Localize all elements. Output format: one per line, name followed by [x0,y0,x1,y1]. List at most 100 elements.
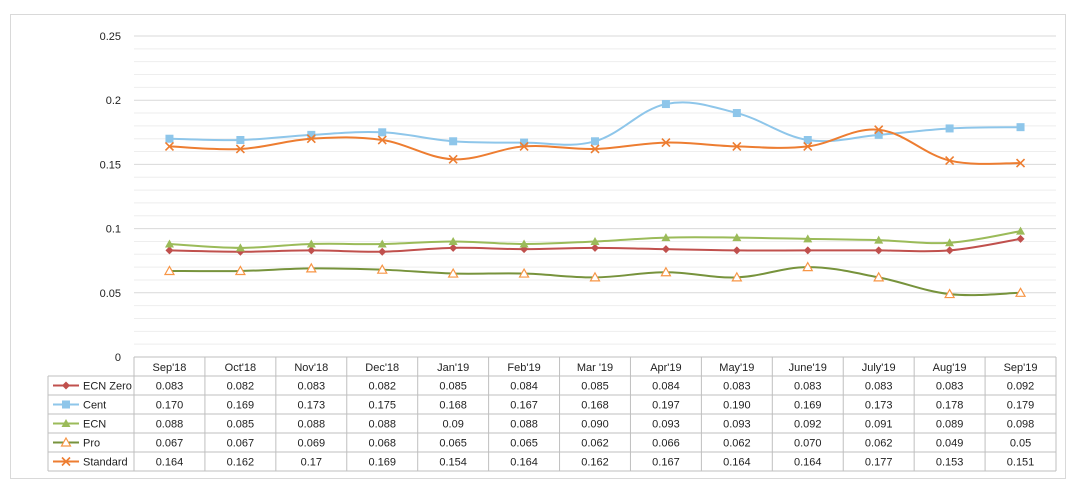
data-label: 0.098 [1007,419,1035,431]
data-label: 0.164 [156,457,184,469]
data-label: 0.069 [298,438,326,450]
data-label: 0.067 [156,438,184,450]
data-label: 0.085 [227,419,255,431]
data-label: 0.092 [794,419,822,431]
x-category-label: Feb'19 [507,362,540,374]
diamond-marker [803,246,812,255]
data-label: 0.093 [652,419,680,431]
x-marker [590,144,600,154]
x-category-label: Nov'18 [294,362,328,374]
open-triangle-marker [376,263,388,274]
data-label: 0.154 [439,457,467,469]
triangle-marker [732,233,742,242]
data-label: 0.164 [794,457,822,469]
x-marker [519,141,529,151]
data-label: 0.092 [1007,381,1035,393]
series-ecn [164,226,1026,252]
open-triangle-marker [60,436,72,447]
open-triangle-marker [731,271,743,282]
data-label: 0.090 [581,419,609,431]
diamond-marker [449,243,458,252]
x-marker [732,141,742,151]
x-marker [1015,158,1026,168]
data-label: 0.169 [227,400,255,412]
x-category-label: Sep'19 [1004,362,1038,374]
y-tick-label: 0.25 [100,31,121,43]
open-triangle-marker [1015,287,1027,297]
data-label: 0.17 [301,457,322,469]
x-marker [874,125,884,135]
legend-key-ecn-zero [53,381,79,390]
data-label: 0.088 [156,419,184,431]
x-marker [306,134,316,144]
x-category-label: Jan'19 [437,362,469,374]
y-tick-label: 0.1 [106,224,121,236]
series-line-standard [169,128,1021,165]
open-triangle-marker [234,265,246,276]
triangle-marker [306,239,316,248]
triangle-marker [874,235,884,244]
diamond-marker [165,246,174,255]
data-label: 0.153 [936,457,964,469]
data-label: 0.088 [298,419,326,431]
triangle-marker [164,239,174,248]
y-tick-label: 0.15 [100,159,121,171]
series-pro [163,261,1027,299]
legend-label-cent: Cent [83,400,106,412]
data-label: 0.083 [794,381,822,393]
square-marker [803,136,812,145]
triangle-marker [803,234,813,243]
triangle-marker [377,239,387,248]
data-label: 0.167 [652,457,680,469]
data-label: 0.151 [1007,457,1035,469]
data-label: 0.067 [227,438,255,450]
open-triangle-marker [802,261,814,272]
triangle-marker [448,236,458,245]
square-marker [591,137,599,146]
data-label: 0.065 [439,438,467,450]
x-category-label: Mar '19 [577,362,613,374]
data-label: 0.065 [510,438,538,450]
data-label: 0.083 [936,381,964,393]
data-label: 0.084 [652,381,680,393]
data-label: 0.09 [442,419,463,431]
legend-label-ecn: ECN [83,419,106,431]
legend-label-standard: Standard [83,457,128,469]
square-marker [1016,123,1025,132]
data-label: 0.088 [368,419,396,431]
data-label: 0.062 [723,438,751,450]
open-triangle-marker [447,267,459,278]
triangle-marker [1016,226,1026,235]
data-label: 0.093 [723,419,751,431]
open-triangle-marker [589,271,601,282]
diamond-marker [732,246,741,255]
data-label: 0.164 [510,457,538,469]
square-marker [62,400,70,409]
square-marker [165,134,174,143]
diamond-marker [307,246,316,255]
diamond-marker [378,247,387,256]
diamond-marker [62,381,70,390]
y-tick-label: 0.05 [100,288,121,300]
data-label: 0.177 [865,457,893,469]
square-marker [874,130,883,139]
diamond-marker [945,246,954,255]
square-marker [520,138,529,147]
data-label: 0.197 [652,400,680,412]
data-label: 0.083 [298,381,326,393]
x-category-label: June'19 [789,362,827,374]
triangle-marker [590,236,600,245]
square-marker [378,128,387,137]
data-label: 0.084 [510,381,538,393]
triangle-marker [235,243,245,252]
series-standard [164,125,1026,168]
data-label: 0.170 [156,400,184,412]
x-marker [235,144,245,154]
x-marker [448,154,458,164]
x-marker [661,138,671,148]
data-label: 0.168 [439,400,467,412]
data-label: 0.162 [227,457,255,469]
square-marker [307,130,316,139]
data-label: 0.083 [156,381,184,393]
data-label: 0.082 [368,381,396,393]
